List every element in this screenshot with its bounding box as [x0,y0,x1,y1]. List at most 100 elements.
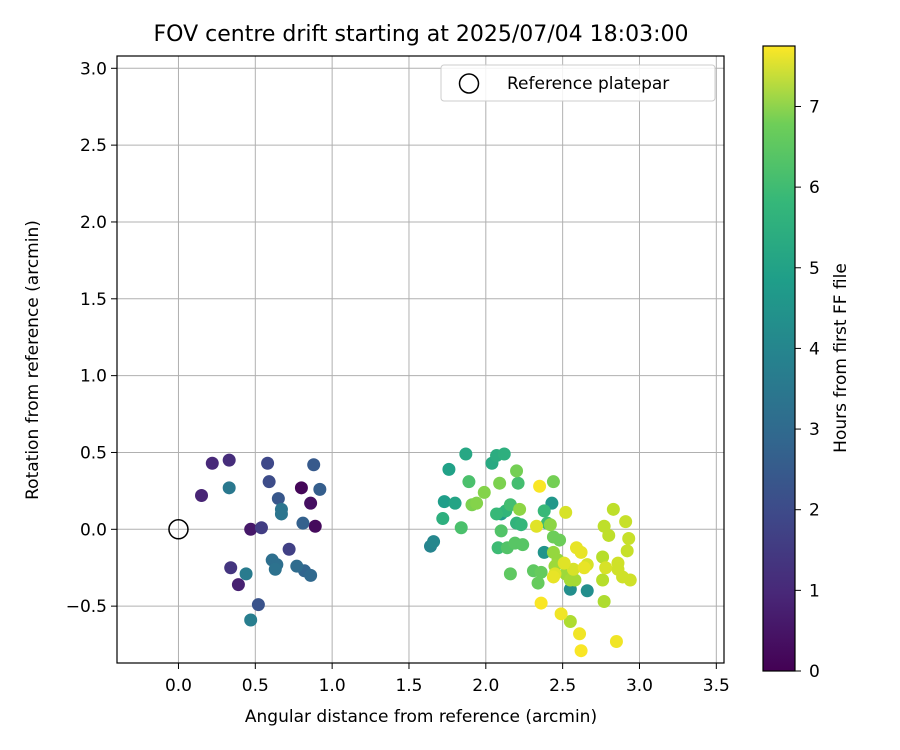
y-tick-label: −0.5 [66,597,107,617]
data-point [448,496,462,510]
data-point [533,479,547,493]
data-point [573,627,587,641]
data-point [537,504,551,518]
data-point [493,476,507,490]
data-point [262,475,276,489]
data-point [239,567,253,581]
y-tick-label: 1.5 [80,290,107,310]
data-point [574,644,588,658]
data-point [596,573,610,587]
colorbar-tick-label: 5 [809,259,820,279]
colorbar-tick-label: 0 [809,662,820,682]
data-point [531,576,545,590]
data-point [251,598,265,612]
data-point [516,538,530,552]
data-point [427,535,441,549]
x-axis-label: Angular distance from reference (arcmin) [245,707,597,727]
data-point [313,482,327,496]
data-point [596,550,610,564]
colorbar-tick-label: 6 [809,178,820,198]
data-point [271,492,285,506]
plot-area [116,55,725,664]
data-point [554,607,568,621]
data-point [580,584,594,598]
y-axis-ticks: −0.5 0.0 0.5 1.0 1.5 2.0 2.5 3.0 [66,59,117,617]
x-tick-label: 2.5 [549,676,576,696]
data-point [534,565,548,579]
data-point [491,541,505,555]
reference-platepar-marker [168,519,189,540]
colorbar-tick-label: 3 [809,420,820,440]
data-point [304,496,318,510]
x-tick-label: 0.0 [165,676,192,696]
data-point [308,519,322,533]
data-point [244,522,258,536]
data-point [503,567,517,581]
data-point [282,542,296,556]
data-point [543,518,557,532]
data-point [437,495,451,509]
data-point [537,545,551,559]
chart-title: FOV centre drift starting at 2025/07/04 … [154,22,689,47]
data-point [477,485,491,499]
x-tick-label: 3.5 [703,676,730,696]
x-tick-label: 0.5 [242,676,269,696]
data-point [557,556,571,570]
data-points [195,447,637,658]
colorbar-ticks: 0 1 2 3 4 5 6 7 [795,97,820,682]
data-point [534,596,548,610]
legend-box [440,64,716,102]
data-point [597,595,611,609]
data-point [559,505,573,519]
data-point [510,464,524,478]
data-point [546,475,560,489]
data-point [622,532,636,546]
legend: Reference platepar [440,64,716,102]
data-point [307,458,321,472]
x-tick-label: 1.0 [319,676,346,696]
colorbar: 0 1 2 3 4 5 6 7 Hours from first FF file [762,45,851,682]
data-point [195,488,209,502]
colorbar-tick-label: 4 [809,339,820,359]
data-point [290,559,304,573]
y-tick-label: 1.0 [80,367,107,387]
data-point [611,562,625,576]
data-point [620,544,634,558]
data-point [205,456,219,470]
x-tick-label: 3.0 [626,676,653,696]
data-point [546,570,560,584]
data-point [530,519,544,533]
data-point [511,476,525,490]
x-axis-ticks: 0.0 0.5 1.0 1.5 2.0 2.5 3.0 3.5 [165,663,730,696]
data-point [574,545,588,559]
data-point [274,507,288,521]
colorbar-gradient [762,45,796,672]
colorbar-tick-label: 7 [809,97,820,117]
data-point [577,561,591,575]
data-point [261,456,275,470]
data-point [459,447,473,461]
data-point [490,507,504,521]
colorbar-label: Hours from first FF file [831,263,851,453]
data-point [454,521,468,535]
data-point [566,562,580,576]
data-point [563,615,577,629]
data-point [619,515,633,529]
data-point [494,524,508,538]
y-tick-label: 2.0 [80,213,107,233]
data-point [222,453,236,467]
y-tick-label: 0.5 [80,443,107,463]
y-axis-label: Rotation from reference (arcmin) [23,220,43,500]
data-point [436,512,450,526]
data-point [462,475,476,489]
y-tick-label: 0.0 [80,520,107,540]
colorbar-tick-label: 2 [809,501,820,521]
data-point [599,561,613,575]
data-point [470,496,484,510]
data-point [597,519,611,533]
y-tick-label: 3.0 [80,59,107,79]
data-point [609,634,623,648]
data-point [222,481,236,495]
data-point [296,516,310,530]
data-point [224,561,238,575]
